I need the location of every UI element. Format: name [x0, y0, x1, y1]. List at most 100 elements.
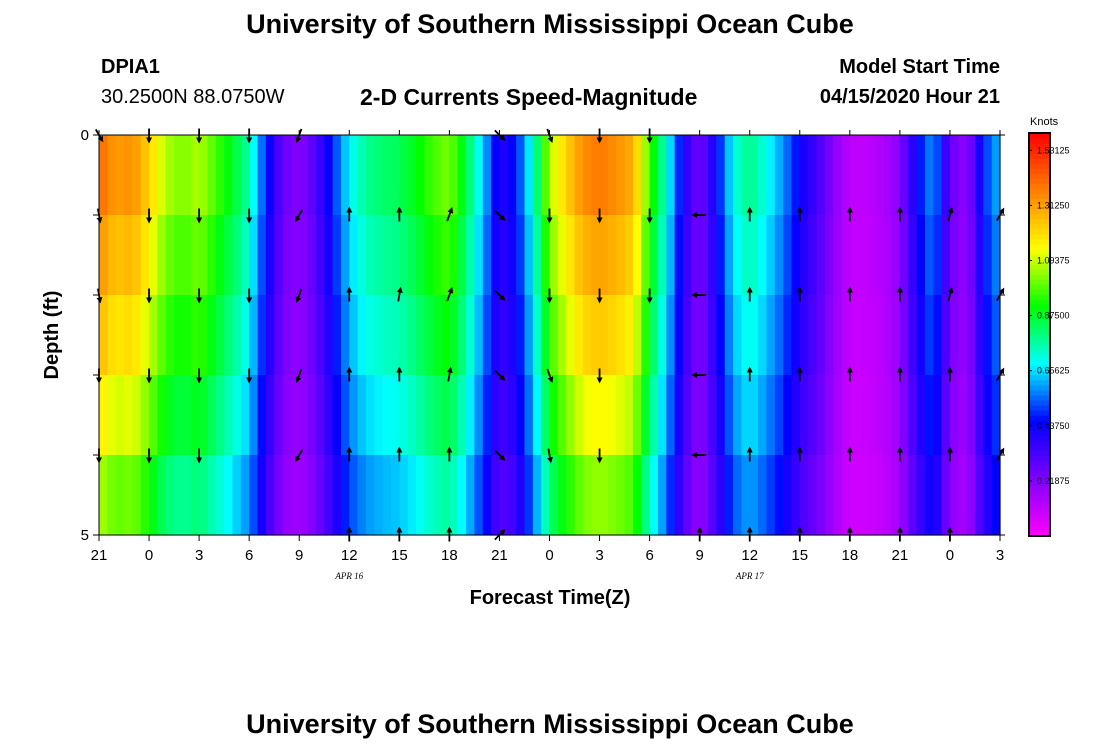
heatmap-cell [641, 295, 651, 376]
heatmap-cell [507, 295, 517, 376]
heatmap-cell [182, 135, 192, 216]
x-tick-label: 21 [491, 547, 508, 564]
speed-heatmap [99, 135, 1001, 536]
heatmap-cell [390, 135, 400, 216]
heatmap-cell [682, 295, 692, 376]
heatmap-cell [649, 215, 659, 296]
heatmap-cell [674, 295, 684, 376]
heatmap-cell [274, 135, 284, 216]
colorbar-swatch [1029, 405, 1050, 411]
colorbar-swatch [1029, 284, 1050, 290]
heatmap-cell [115, 135, 125, 216]
heatmap-cell [499, 455, 509, 536]
current-vector [494, 369, 506, 382]
heatmap-cell [165, 295, 175, 376]
heatmap-cell [783, 375, 793, 456]
heatmap-cell [974, 215, 984, 296]
current-vector [446, 366, 453, 382]
heatmap-cell [733, 375, 742, 456]
heatmap-cell [315, 455, 325, 536]
heatmap-cell [357, 135, 367, 216]
heatmap-cell [924, 135, 934, 216]
colorbar-swatch [1029, 505, 1050, 512]
heatmap-cell [190, 455, 200, 536]
heatmap-cell [632, 455, 642, 536]
heatmap-cell [441, 375, 450, 456]
heatmap-cell [616, 455, 626, 536]
heatmap-cell [115, 375, 125, 456]
heatmap-cell [374, 135, 384, 216]
heatmap-cell [874, 375, 884, 456]
heatmap-cell [432, 135, 442, 216]
heatmap-cell [883, 215, 893, 296]
heatmap-cell [682, 455, 692, 536]
heatmap-cell [699, 375, 709, 456]
heatmap-cell [482, 215, 492, 296]
colorbar-swatch [1029, 339, 1050, 346]
heatmap-cell [866, 295, 876, 376]
heatmap-cell [466, 215, 476, 296]
heatmap-cell [908, 455, 918, 536]
colorbar-swatch [1029, 394, 1050, 401]
heatmap-cell [657, 215, 667, 296]
heatmap-cell [274, 295, 284, 376]
heatmap-cell [816, 215, 826, 296]
colorbar-swatch [1029, 319, 1050, 326]
heatmap-cell [265, 375, 275, 456]
heatmap-cell [449, 375, 459, 456]
heatmap-cell [708, 135, 717, 216]
heatmap-cell [315, 375, 325, 456]
heatmap-cell [783, 215, 793, 296]
colorbar-swatch [1029, 279, 1050, 285]
heatmap-cell [641, 375, 651, 456]
x-tick-label: 9 [295, 547, 303, 564]
colorbar-swatch [1029, 440, 1050, 446]
heatmap-cell [741, 375, 751, 456]
heatmap-cell [933, 375, 943, 456]
heatmap-cell [582, 455, 592, 536]
current-vector [546, 368, 554, 383]
heatmap-cell [324, 375, 334, 456]
heatmap-cell [457, 135, 467, 216]
heatmap-cell [974, 455, 984, 536]
colorbar-swatch [1029, 274, 1050, 280]
heatmap-cell [582, 375, 592, 456]
heatmap-cell [666, 215, 676, 296]
heatmap-cell [424, 455, 434, 536]
heatmap-cell [816, 135, 826, 216]
heatmap-cell [899, 135, 909, 216]
x-tick-label: 6 [645, 547, 653, 564]
heatmap-cell [332, 375, 342, 456]
heatmap-cell [708, 215, 717, 296]
model-start-label: Model Start Time [839, 56, 1000, 78]
heatmap-cell [232, 375, 242, 456]
heatmap-cell [249, 295, 259, 376]
heatmap-cell [824, 215, 834, 296]
heatmap-cell [808, 455, 818, 536]
heatmap-cell [207, 455, 217, 536]
heatmap-cell [866, 135, 876, 216]
heatmap-cell [949, 375, 959, 456]
heatmap-cell [124, 295, 133, 376]
heatmap-cell [165, 375, 175, 456]
heatmap-cell [390, 375, 400, 456]
colorbar-swatch [1029, 495, 1050, 502]
heatmap-cell [624, 455, 634, 536]
heatmap-cell [766, 215, 776, 296]
heatmap-cell [983, 135, 993, 216]
x-tick-label: 3 [595, 547, 603, 564]
heatmap-cell [282, 455, 292, 536]
heatmap-cell [290, 135, 300, 216]
heatmap-cell [974, 135, 984, 216]
heatmap-cell [691, 215, 701, 296]
colorbar-swatch [1029, 470, 1050, 477]
colorbar-swatch [1029, 218, 1050, 225]
heatmap-cell [107, 135, 117, 216]
heatmap-cell [983, 455, 993, 536]
heatmap-cell [532, 295, 542, 376]
heatmap-cell [182, 375, 192, 456]
heatmap-cell [499, 215, 509, 296]
heatmap-cell [382, 375, 392, 456]
heatmap-cell [374, 215, 384, 296]
heatmap-cell [899, 295, 909, 376]
